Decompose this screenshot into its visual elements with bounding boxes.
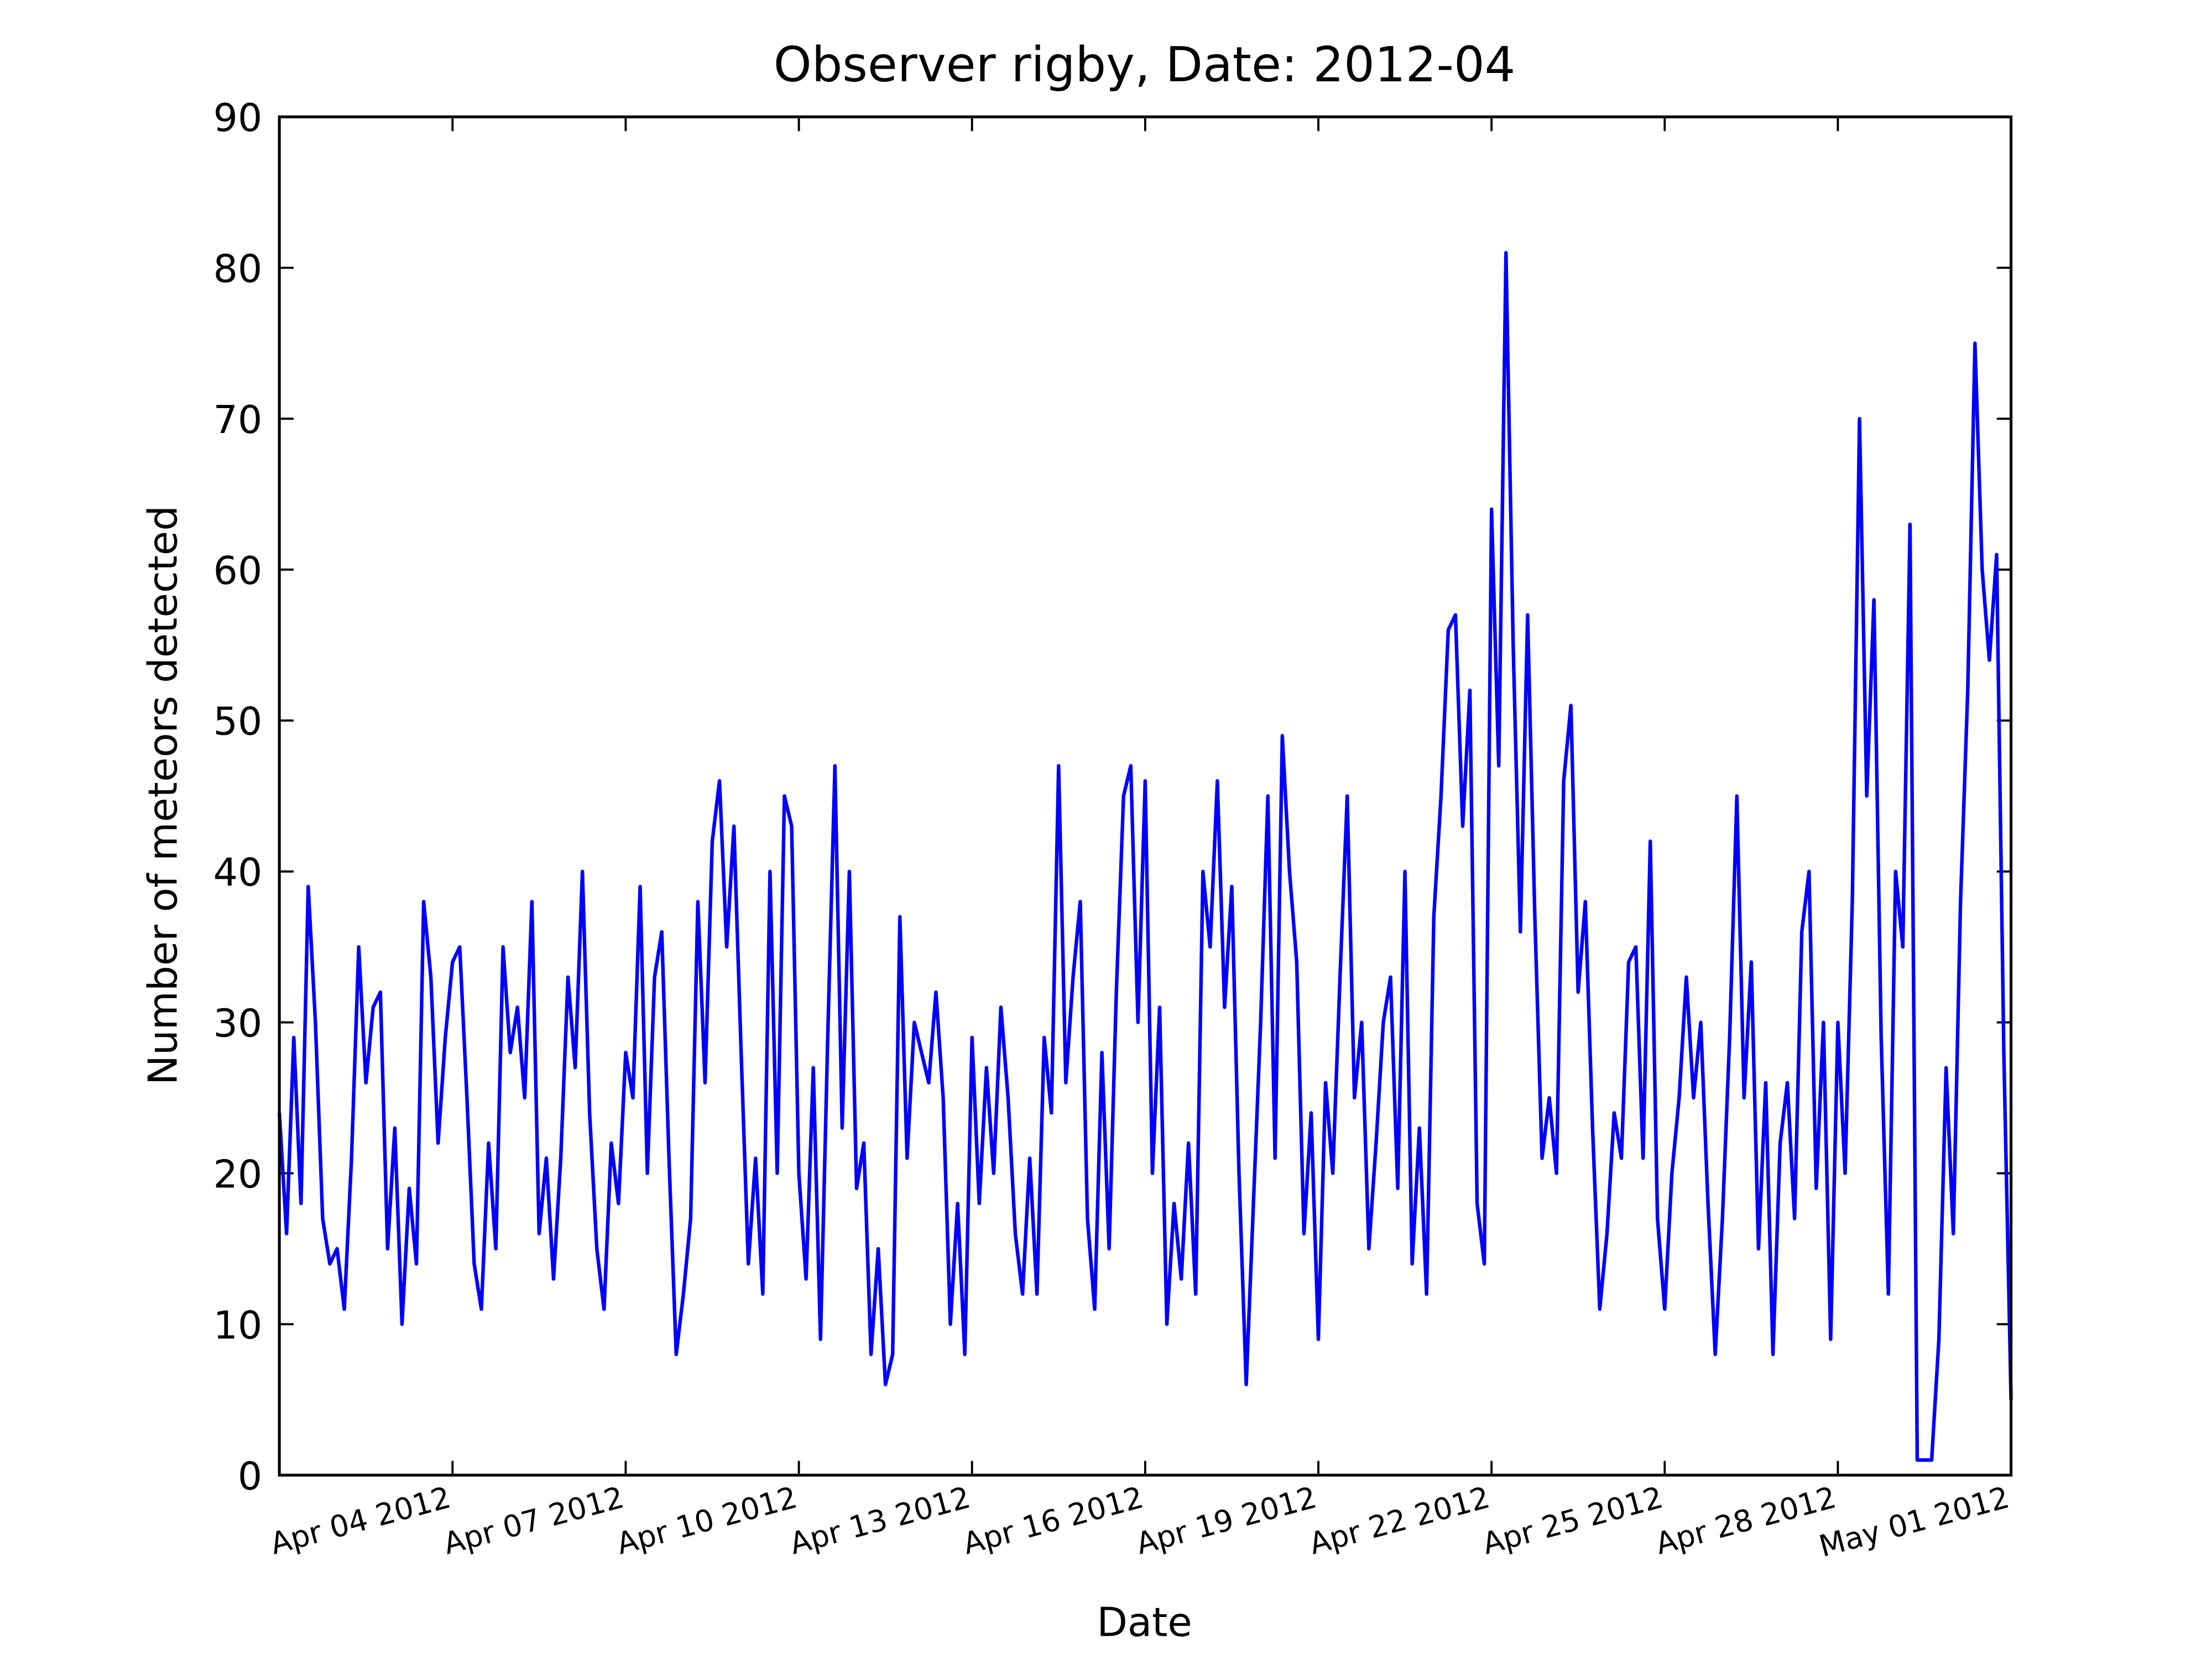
y-tick-label: 20 xyxy=(213,1152,263,1197)
y-tick-label: 70 xyxy=(213,398,263,442)
data-line xyxy=(277,251,2013,1462)
y-axis-label: Number of meteors detected xyxy=(140,505,187,1085)
plot-frame xyxy=(278,115,2013,1477)
x-axis-label: Date xyxy=(1097,1600,1192,1646)
y-tick-label: 50 xyxy=(213,700,263,744)
y-tick-label: 90 xyxy=(213,96,263,140)
y-tick-label: 80 xyxy=(213,247,263,291)
chart-title: Observer rigby, Date: 2012-04 xyxy=(774,36,1516,93)
y-tick-label: 10 xyxy=(213,1303,263,1348)
y-tick-label: 40 xyxy=(213,851,263,895)
y-tick-label: 30 xyxy=(213,1001,263,1046)
y-tick-label: 60 xyxy=(213,549,263,593)
y-tick-label: 0 xyxy=(238,1454,262,1499)
